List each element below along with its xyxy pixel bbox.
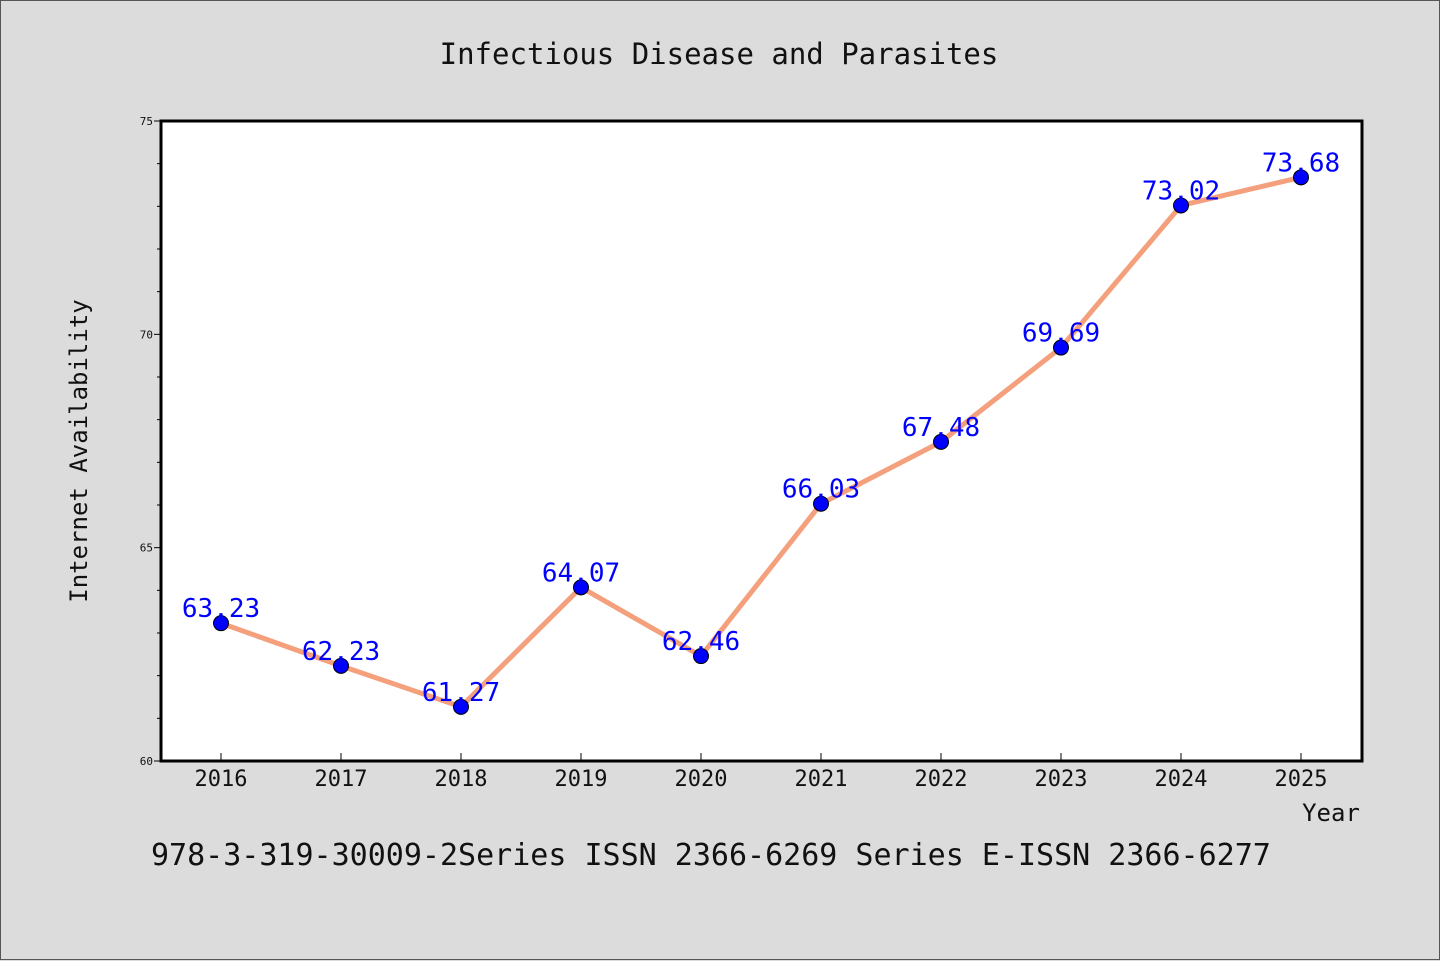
data-point (693, 648, 709, 665)
x-tick-label: 2022 (915, 767, 968, 792)
data-point (813, 495, 829, 512)
data-label: 73.02 (1142, 176, 1220, 206)
data-points (213, 169, 1309, 715)
data-label: 61.27 (422, 678, 500, 708)
x-tick-label: 2020 (675, 767, 728, 792)
data-label: 73.68 (1262, 148, 1340, 178)
y-tick-label: 75 (140, 115, 153, 128)
series-line (218, 174, 1304, 710)
x-axis: 2016 2017 2018 2019 2020 2021 2022 2023 2024 2025 (195, 753, 1328, 792)
y-axis: 60 65 70 75 (140, 115, 161, 768)
data-label: 66.03 (782, 475, 860, 505)
x-tick-label: 2021 (795, 767, 848, 792)
data-label: 67.48 (902, 413, 980, 443)
data-point (453, 698, 469, 715)
y-tick-label: 65 (140, 542, 153, 555)
y-tick-label: 70 (140, 328, 153, 341)
data-label: 62.23 (302, 637, 380, 667)
chart-title: Infectious Disease and Parasites (440, 37, 999, 71)
data-label: 63.23 (182, 594, 260, 624)
x-tick-label: 2025 (1275, 767, 1328, 792)
data-label: 62.46 (662, 627, 740, 657)
x-tick-label: 2024 (1155, 767, 1208, 792)
x-tick-label: 2018 (435, 767, 488, 792)
x-axis-label: Year (1302, 799, 1360, 827)
series-polyline (218, 174, 1304, 710)
y-axis-label: Internet Availability (65, 299, 93, 602)
data-point (933, 433, 949, 450)
data-labels: 63.23 62.23 61.27 64.07 62.46 66.03 67.48 69.69… (182, 148, 1340, 707)
x-tick-label: 2016 (195, 767, 248, 792)
y-tick-label: 60 (140, 755, 153, 768)
data-point (213, 615, 229, 632)
footer-text: 978-3-319-30009-2Series ISSN 2366-6269 S… (151, 838, 1271, 873)
data-label: 69.69 (1022, 319, 1100, 349)
data-point (573, 579, 589, 596)
data-point (1173, 197, 1189, 214)
data-label: 64.07 (542, 558, 620, 588)
data-point (1053, 339, 1069, 356)
x-tick-label: 2019 (555, 767, 608, 792)
x-tick-label: 2017 (315, 767, 368, 792)
x-tick-label: 2023 (1035, 767, 1088, 792)
data-point (1293, 169, 1309, 186)
data-point (333, 657, 349, 674)
